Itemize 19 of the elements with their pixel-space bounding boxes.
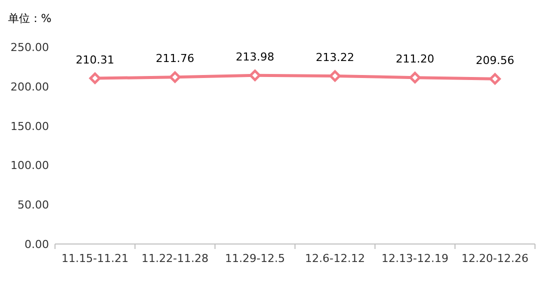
data-label: 210.31 <box>76 53 114 66</box>
data-label: 209.56 <box>476 54 514 67</box>
data-label: 213.98 <box>236 50 274 64</box>
x-tick-label: 11.29-12.5 <box>225 252 285 265</box>
y-tick-label: 100.00 <box>10 159 49 172</box>
y-tick-label: 200.00 <box>10 80 49 94</box>
data-label: 211.20 <box>396 52 434 66</box>
y-tick-label: 250.00 <box>10 41 49 54</box>
y-tick-label: 0.00 <box>24 238 49 251</box>
y-tick-label: 150.00 <box>10 120 49 133</box>
y-tick-label: 50.00 <box>18 198 49 212</box>
x-tick-label: 11.15-11.21 <box>62 252 128 265</box>
data-label: 213.22 <box>316 50 354 64</box>
x-tick-label: 11.22-11.28 <box>142 252 208 265</box>
x-tick-label: 12.6-12.12 <box>305 252 365 265</box>
x-tick-label: 12.20-12.26 <box>462 252 528 265</box>
data-label: 211.76 <box>156 52 194 66</box>
x-tick-label: 12.13-12.19 <box>382 252 448 265</box>
y-axis-title: 单位：% <box>8 12 52 25</box>
